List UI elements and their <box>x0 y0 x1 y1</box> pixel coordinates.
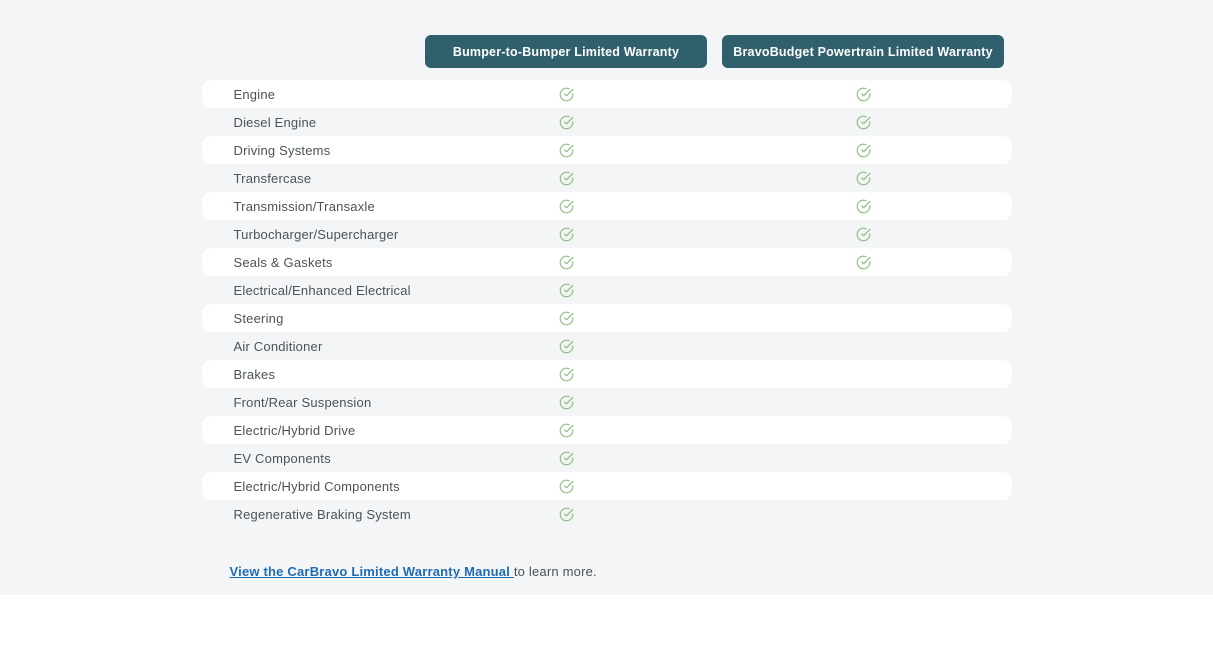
check-circle-icon <box>856 143 870 157</box>
check-cell <box>855 338 871 354</box>
check-circle-icon <box>559 339 573 353</box>
check-cell <box>558 422 574 438</box>
check-cell <box>558 450 574 466</box>
powertrain-warranty-button[interactable]: BravoBudget Powertrain Limited Warranty <box>722 35 1004 68</box>
check-cell <box>558 394 574 410</box>
check-cell <box>558 338 574 354</box>
check-cell <box>855 142 871 158</box>
row-label: Transmission/Transaxle <box>233 198 375 214</box>
check-circle-icon <box>559 171 573 185</box>
table-row: Brakes <box>201 360 1012 388</box>
check-cell <box>855 114 871 130</box>
table-row: Electric/Hybrid Components <box>201 472 1012 500</box>
check-circle-icon <box>559 143 573 157</box>
check-circle-icon <box>856 87 870 101</box>
row-label: Air Conditioner <box>233 338 323 354</box>
check-cell <box>558 310 574 326</box>
check-cell <box>855 282 871 298</box>
row-label: Electric/Hybrid Drive <box>233 422 356 438</box>
check-circle-icon <box>559 451 573 465</box>
table-row: Turbocharger/Supercharger <box>202 220 1012 248</box>
check-circle-icon <box>559 115 573 129</box>
table-row: Air Conditioner <box>202 332 1012 360</box>
check-cell <box>855 422 871 438</box>
table-row: Steering <box>201 304 1012 332</box>
row-label: Seals & Gaskets <box>233 254 333 270</box>
check-circle-icon <box>559 227 573 241</box>
table-row: EV Components <box>202 444 1012 472</box>
row-label: Steering <box>233 310 284 326</box>
check-circle-icon <box>559 87 573 101</box>
check-cell <box>855 198 871 214</box>
row-label: Turbocharger/Supercharger <box>233 226 399 242</box>
row-label: Diesel Engine <box>233 114 317 130</box>
row-label: Driving Systems <box>233 142 331 158</box>
check-cell <box>558 254 574 270</box>
check-circle-icon <box>856 171 870 185</box>
check-cell <box>558 282 574 298</box>
warranty-table: Bumper-to-Bumper Limited Warranty BravoB… <box>201 35 1012 579</box>
check-circle-icon <box>559 283 573 297</box>
check-cell <box>855 170 871 186</box>
warranty-comparison-section: Bumper-to-Bumper Limited Warranty BravoB… <box>0 0 1213 595</box>
row-label: Engine <box>233 86 276 102</box>
check-cell <box>558 506 574 522</box>
check-cell <box>855 86 871 102</box>
row-label: Regenerative Braking System <box>233 506 411 522</box>
check-cell <box>855 366 871 382</box>
check-cell <box>855 450 871 466</box>
row-label: Brakes <box>233 366 276 382</box>
check-cell <box>558 226 574 242</box>
check-cell <box>558 366 574 382</box>
check-circle-icon <box>559 507 573 521</box>
check-cell <box>855 310 871 326</box>
table-row: Seals & Gaskets <box>201 248 1012 276</box>
check-cell <box>558 478 574 494</box>
check-cell <box>558 198 574 214</box>
check-circle-icon <box>559 423 573 437</box>
check-circle-icon <box>856 255 870 269</box>
learn-more-text: to learn more. <box>513 564 597 579</box>
check-circle-icon <box>559 395 573 409</box>
table-row: Engine <box>201 80 1012 108</box>
check-circle-icon <box>559 479 573 493</box>
row-label: Transfercase <box>233 170 312 186</box>
check-cell <box>855 226 871 242</box>
check-circle-icon <box>559 367 573 381</box>
table-row: Front/Rear Suspension <box>202 388 1012 416</box>
check-circle-icon <box>856 227 870 241</box>
warranty-manual-note: View the CarBravo Limited Warranty Manua… <box>202 564 1012 579</box>
check-circle-icon <box>856 199 870 213</box>
table-row: Transmission/Transaxle <box>201 192 1012 220</box>
row-label: Electrical/Enhanced Electrical <box>233 282 411 298</box>
warranty-table-header: Bumper-to-Bumper Limited Warranty BravoB… <box>202 35 1012 68</box>
check-circle-icon <box>559 199 573 213</box>
table-row: Electric/Hybrid Drive <box>201 416 1012 444</box>
check-cell <box>558 114 574 130</box>
row-label: Front/Rear Suspension <box>233 394 372 410</box>
warranty-manual-link[interactable]: View the CarBravo Limited Warranty Manua… <box>229 564 514 579</box>
check-cell <box>855 254 871 270</box>
check-cell <box>855 506 871 522</box>
check-cell <box>558 142 574 158</box>
table-row: Regenerative Braking System <box>202 500 1012 528</box>
check-cell <box>558 170 574 186</box>
check-circle-icon <box>559 255 573 269</box>
row-label: EV Components <box>233 450 331 466</box>
bumper-to-bumper-warranty-button[interactable]: Bumper-to-Bumper Limited Warranty <box>425 35 707 68</box>
check-circle-icon <box>559 311 573 325</box>
row-label: Electric/Hybrid Components <box>233 478 400 494</box>
check-cell <box>558 86 574 102</box>
table-row: Electrical/Enhanced Electrical <box>202 276 1012 304</box>
table-row: Diesel Engine <box>202 108 1012 136</box>
check-circle-icon <box>856 115 870 129</box>
check-cell <box>855 478 871 494</box>
table-row: Driving Systems <box>201 136 1012 164</box>
table-row: Transfercase <box>202 164 1012 192</box>
warranty-table-body: Engine Diesel Engine <box>201 80 1012 528</box>
check-cell <box>855 394 871 410</box>
